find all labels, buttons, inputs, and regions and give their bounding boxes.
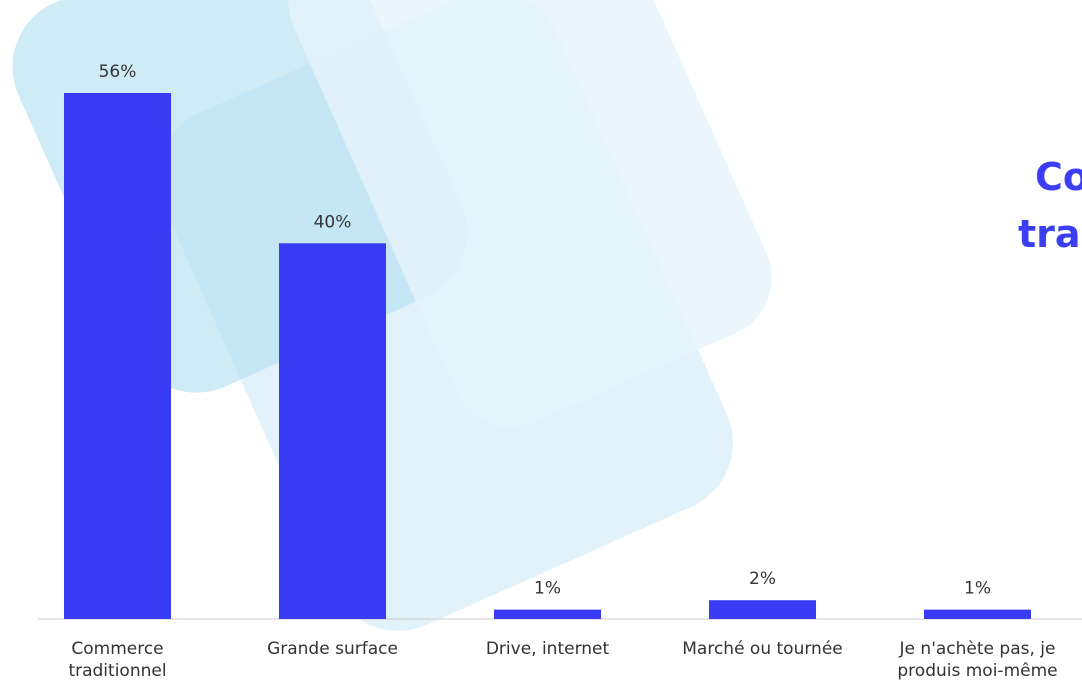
x-tick-label: Drive, internet — [485, 639, 610, 659]
x-tick-label: Marché ou tournée — [682, 639, 843, 659]
value-label: 40% — [314, 212, 352, 232]
bar — [494, 609, 601, 619]
bar — [64, 93, 171, 619]
x-tick-label: Je n'achète pas, je produis moi-même — [897, 639, 1058, 681]
bg-shape — [288, 0, 772, 428]
bar — [924, 609, 1031, 619]
x-tick-label: Commerce traditionnel — [68, 639, 167, 681]
value-label: 1% — [534, 579, 561, 599]
chart-title: tra — [1018, 212, 1081, 256]
bar — [279, 243, 386, 620]
value-label: 56% — [99, 62, 137, 82]
x-tick-label: Grande surface — [267, 639, 398, 659]
value-label: 1% — [964, 579, 991, 599]
value-label: 2% — [749, 569, 776, 589]
bar — [709, 600, 816, 619]
chart-title: Co — [1035, 155, 1082, 199]
